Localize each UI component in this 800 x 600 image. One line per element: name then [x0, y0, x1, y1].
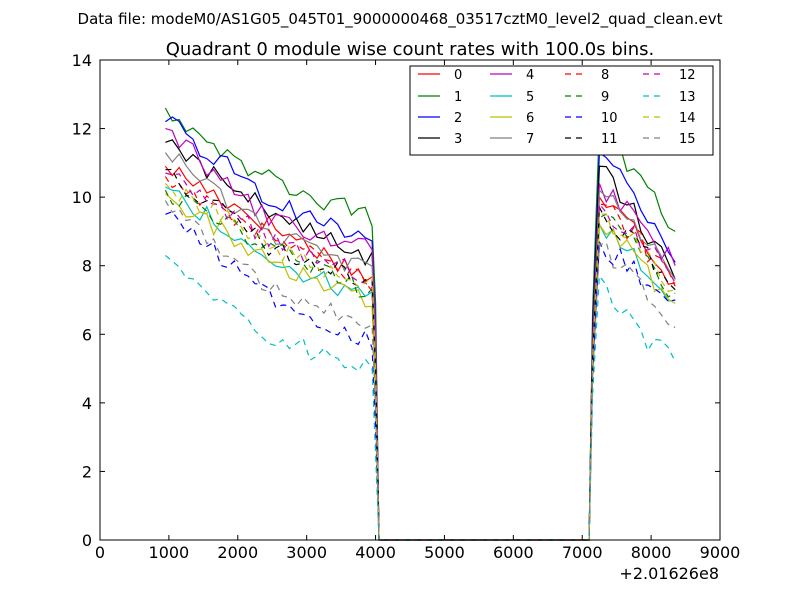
series-line-0	[164, 165, 676, 541]
legend-label: 1	[454, 90, 462, 105]
series-line-15	[164, 200, 676, 541]
y-tick-label: 12	[72, 120, 92, 139]
x-tick-label: 1000	[149, 543, 190, 562]
series-line-9	[164, 190, 676, 541]
axis-ticks: 0 1000 2000 3000 4000 5000 6000 7000 8000 9000 0 2 4…	[72, 51, 741, 562]
legend-label: 7	[526, 132, 534, 147]
series-line-11	[165, 168, 676, 541]
x-tick-label: 3000	[286, 543, 327, 562]
x-tick-label: 5000	[424, 543, 465, 562]
legend-label: 10	[601, 111, 618, 126]
series-line-14	[164, 182, 676, 541]
x-tick-label: 8000	[631, 543, 672, 562]
axes-frame	[99, 59, 721, 541]
legend-label: 9	[601, 90, 609, 105]
x-tick-label: 2000	[217, 543, 258, 562]
series-line-2	[165, 116, 676, 541]
y-tick-label: 6	[82, 325, 92, 344]
legend-label: 3	[454, 132, 462, 147]
legend-label: 5	[526, 90, 534, 105]
legend-label: 2	[454, 111, 462, 126]
series-line-7	[164, 152, 676, 541]
chart-title: Quadrant 0 module wise count rates with …	[166, 39, 655, 60]
y-tick-label: 14	[72, 51, 92, 70]
y-tick-label: 2	[82, 462, 92, 481]
legend-label: 12	[679, 68, 696, 83]
legend-label: 15	[679, 132, 696, 147]
y-tick-label: 0	[82, 531, 92, 550]
y-tick-label: 4	[82, 394, 92, 413]
suptitle: Data file: modeM0/AS1G05_045T01_90000004…	[78, 10, 723, 29]
x-tick-label: 9000	[700, 543, 741, 562]
series-line-13	[165, 254, 676, 541]
legend-label: 4	[526, 68, 534, 83]
legend-label: 8	[601, 68, 609, 83]
y-tick-label: 8	[82, 257, 92, 276]
x-tick-label: 7000	[562, 543, 603, 562]
series-line-8	[164, 176, 676, 541]
legend-label: 13	[679, 90, 696, 105]
legend-label: 6	[526, 111, 534, 126]
series-line-10	[165, 210, 676, 541]
y-tick-label: 10	[72, 188, 92, 207]
series-line-12	[165, 172, 676, 541]
legend-box	[409, 65, 714, 156]
series-line-4	[165, 128, 676, 541]
x-tick-label: 0	[95, 543, 105, 562]
x-tick-label: 4000	[355, 543, 396, 562]
legend-label: 0	[454, 68, 462, 83]
x-tick-label: 6000	[493, 543, 534, 562]
plot-area	[164, 107, 676, 541]
legend-label: 14	[679, 111, 696, 126]
series-line-3	[165, 139, 676, 541]
x-offset-label: +2.01626e8	[619, 564, 719, 583]
series-line-6	[165, 193, 676, 541]
legend-label: 11	[601, 132, 618, 147]
series-line-5	[165, 186, 676, 541]
